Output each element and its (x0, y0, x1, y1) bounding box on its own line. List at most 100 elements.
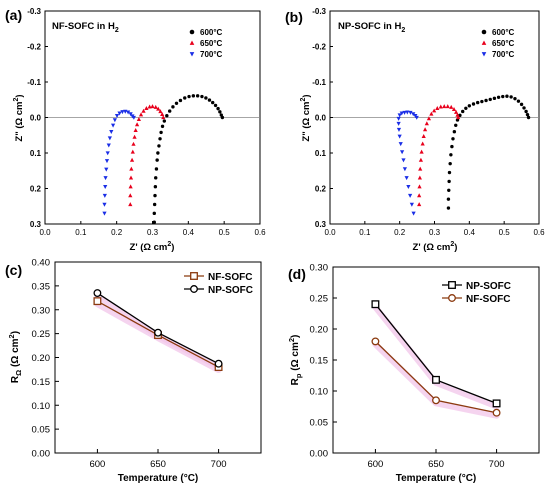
data-point-650-c (134, 122, 140, 127)
data-point-700-c (128, 112, 133, 117)
data-point-600-c (195, 94, 200, 98)
data-point-650-c (418, 157, 424, 162)
legend-marker-650-c (481, 40, 487, 45)
data-point-650-c (153, 104, 158, 109)
data-point-600-c (187, 94, 191, 99)
data-point-700-c (408, 193, 413, 198)
data-point-700-c (409, 202, 414, 207)
y-tick-label: 0.00 (32, 449, 51, 460)
plot-title-b: NP-SOFC in H2 (338, 21, 405, 34)
data-point-600-c (447, 188, 451, 192)
data-point-600-c (153, 193, 157, 198)
legend-marker-700-c (481, 52, 487, 57)
x-tick-label: 0.5 (219, 228, 231, 237)
data-point-650-c (160, 111, 165, 116)
data-marks-d (371, 300, 501, 419)
data-point-700-c (112, 118, 117, 123)
data-point-600-c (211, 100, 215, 105)
series-line-np-sofc (374, 303, 497, 405)
data-point-600-c (480, 99, 484, 104)
legend-c: NF-SOFC NP-SOFC (184, 272, 253, 296)
data-point-700-c (109, 130, 114, 135)
y-tick-label: 0.00 (310, 449, 329, 460)
data-point-650-c (445, 104, 450, 109)
data-point-600-c (156, 151, 160, 155)
y-tick-label: 0.25 (310, 294, 329, 305)
x-tick-label: 700 (489, 459, 505, 470)
x-axis-label-b: Z' (Ω cm2) (413, 241, 458, 253)
data-point-np-sofc (432, 375, 440, 384)
x-tick-label: 0.2 (394, 228, 406, 237)
data-point-650-c (442, 104, 447, 109)
data-point-600-c (526, 115, 531, 120)
data-point-600-c (204, 96, 208, 100)
data-point-600-c (525, 112, 530, 117)
y-tick-label: 0.1 (315, 149, 327, 158)
data-point-600-c (154, 167, 159, 171)
data-point-600-c (152, 202, 157, 207)
y-tick-label: 0.05 (32, 425, 51, 436)
legend-marker-600-c (481, 29, 487, 35)
data-point-600-c (496, 95, 501, 99)
panel-label-c: (c) (5, 262, 22, 278)
data-point-600-c (516, 99, 521, 103)
data-point-700-c (102, 193, 107, 198)
axis-ticks-c: 600 650 700 0.00 0.05 0.10 0.15 0.20 0.25 0.30 0.3… (32, 258, 227, 471)
data-point-650-c (128, 175, 134, 180)
data-point-700-c (406, 185, 411, 190)
legend-marker-700-c (189, 52, 195, 57)
y-axis-label-c: RΩ (Ω cm2) (7, 331, 23, 383)
y-tick-label: -0.2 (312, 43, 326, 52)
data-point-650-c (417, 202, 422, 207)
data-point-700-c (110, 123, 116, 128)
y-tick-label: 0.2 (30, 185, 42, 194)
legend-marker-nf-sofc (448, 294, 456, 302)
x-tick-label: 0.0 (39, 228, 51, 237)
x-axis-label-c: Temperature (°C) (118, 473, 199, 484)
data-point-600-c (513, 96, 517, 101)
legend-label-600-c: 600°C (200, 28, 223, 37)
data-point-600-c (207, 98, 212, 102)
y-axis-label-b: Z" (Ω cm2) (300, 94, 312, 141)
data-point-700-c (117, 111, 122, 116)
data-point-600-c (218, 110, 222, 114)
data-point-650-c (453, 109, 459, 114)
y-tick-label: 0.05 (310, 418, 329, 429)
x-tick-label: 0.4 (464, 228, 476, 237)
legend-b: 600°C 650°C 700°C (481, 28, 515, 59)
axis-ticks-a: 0.0 0.1 0.2 0.3 0.4 0.5 0.6 -0.3 -0.2 -0.1 0.0 0.1 0… (27, 7, 266, 237)
data-point-600-c (522, 106, 526, 110)
data-point-600-c (152, 220, 156, 224)
y-tick-label: 0.3 (315, 220, 327, 229)
data-point-np-sofc (492, 399, 501, 408)
data-point-600-c (153, 185, 158, 189)
y-tick-label: 0.0 (30, 114, 42, 123)
data-point-700-c (396, 121, 401, 126)
r-p-vs-temperature-plot: 600 650 700 0.00 0.05 0.10 0.15 0.20 0.25 0.30 NP… (287, 263, 540, 484)
data-point-700-c (105, 151, 110, 156)
data-point-650-c (438, 104, 443, 109)
data-point-650-c (420, 141, 425, 146)
x-tick-label: 0.5 (499, 228, 511, 237)
data-point-600-c (160, 124, 165, 129)
data-point-650-c (456, 115, 461, 120)
data-point-650-c (419, 149, 424, 154)
data-point-600-c (501, 94, 505, 99)
y-tick-label: 0.0 (315, 114, 327, 123)
legend-marker-nf-sofc (190, 272, 198, 280)
data-point-600-c (447, 170, 452, 175)
data-point-600-c (464, 106, 468, 110)
data-point-700-c (102, 202, 107, 207)
data-point-600-c (509, 95, 513, 99)
data-point-700-c (408, 110, 413, 115)
data-point-600-c (178, 98, 183, 103)
y-tick-label: 0.30 (32, 305, 51, 316)
y-tick-label: 0.2 (315, 185, 327, 194)
x-tick-label: 0.3 (147, 228, 159, 237)
data-point-600-c (451, 137, 455, 141)
legend-label-700-c: 700°C (492, 50, 515, 59)
x-tick-label: 0.1 (75, 228, 87, 237)
data-point-600-c (162, 119, 167, 123)
x-tick-label: 600 (89, 459, 105, 470)
data-point-np-sofc (214, 359, 223, 368)
